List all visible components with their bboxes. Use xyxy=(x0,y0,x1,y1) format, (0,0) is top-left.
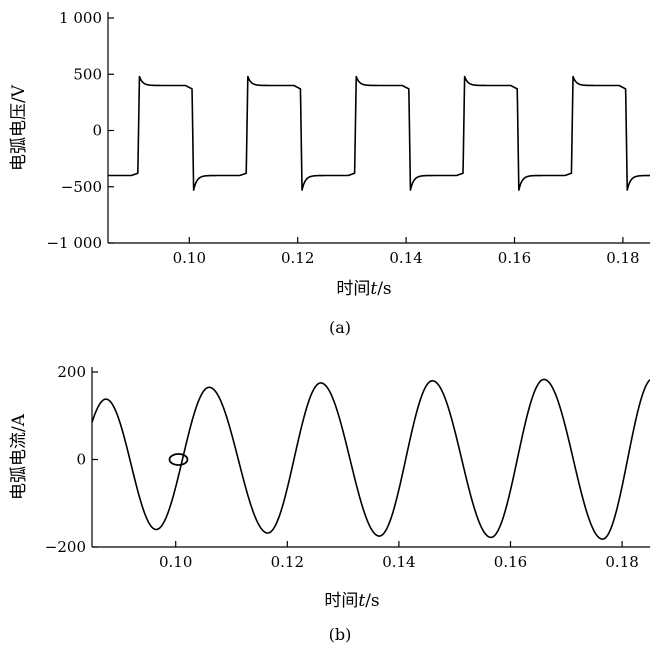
voltage-xtick-label: 0.16 xyxy=(498,249,531,267)
current-series-line xyxy=(91,378,650,540)
voltage-ytick-label: 0 xyxy=(92,122,102,140)
current-y-axis-title: 电弧电流/A xyxy=(9,413,29,500)
voltage-panel-label: (a) xyxy=(329,318,351,337)
voltage-ytick-label: 500 xyxy=(73,65,102,83)
current-panel-label: (b) xyxy=(329,625,352,644)
current-ytick-label: −200 xyxy=(45,538,86,556)
current-xtick-label: 0.18 xyxy=(605,553,638,571)
voltage-series-line xyxy=(107,75,650,191)
voltage-xtick-label: 0.18 xyxy=(606,249,639,267)
current-xtick-label: 0.14 xyxy=(382,553,415,571)
current-chart: −200 0 200 0.10 0.12 0.14 0.16 0.18 电弧电流/A 时间t… xyxy=(9,363,650,644)
current-x-axis-title: 时间t/s xyxy=(324,591,379,611)
voltage-xtick-label: 0.14 xyxy=(389,249,422,267)
current-xtick-label: 0.10 xyxy=(159,553,192,571)
voltage-x-axis-title: 时间t/s xyxy=(336,279,391,299)
voltage-chart: −1 000 −500 0 500 1 000 0.10 0.12 0.14 0.16 0.18… xyxy=(9,9,650,337)
voltage-xtick-label: 0.12 xyxy=(281,249,314,267)
voltage-ytick-label: −1 000 xyxy=(46,234,102,252)
voltage-xtick-label: 0.10 xyxy=(173,249,206,267)
voltage-ytick-label: −500 xyxy=(61,178,102,196)
current-ytick-label: 200 xyxy=(57,363,86,381)
zero-crossing-marker xyxy=(168,453,189,466)
current-xtick-label: 0.16 xyxy=(494,553,527,571)
current-xtick-label: 0.12 xyxy=(271,553,304,571)
voltage-y-axis-title: 电弧电压/V xyxy=(9,84,29,171)
voltage-ytick-label: 1 000 xyxy=(59,9,102,27)
current-ytick-label: 0 xyxy=(76,451,86,469)
